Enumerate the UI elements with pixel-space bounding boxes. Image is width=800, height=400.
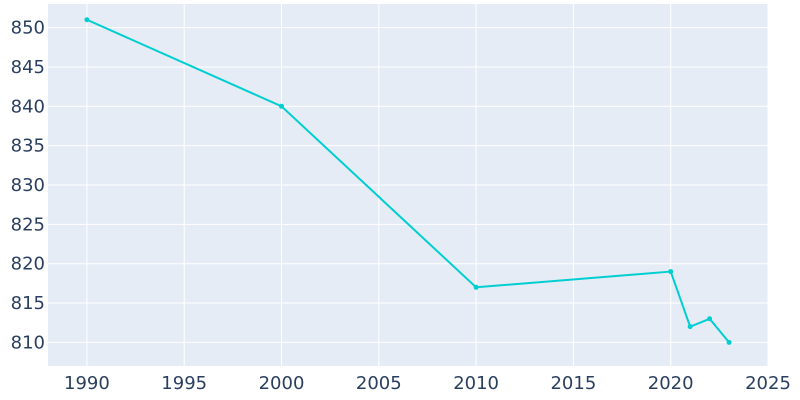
data-point [707, 316, 713, 322]
y-tick-label: 810 [11, 332, 45, 353]
series-layer [84, 17, 732, 345]
y-tick-label: 835 [11, 136, 45, 157]
x-tick-label: 2020 [648, 373, 694, 394]
y-gridlines [48, 27, 768, 343]
x-tick-label: 1990 [64, 373, 110, 394]
y-tick-label: 840 [11, 96, 45, 117]
data-point [687, 324, 693, 330]
y-tick-label: 830 [11, 175, 45, 196]
y-tick-label: 825 [11, 214, 45, 235]
data-point [473, 284, 479, 290]
y-tick-label: 815 [11, 293, 45, 314]
data-point [84, 17, 90, 23]
x-tick-label: 2015 [550, 373, 596, 394]
x-tick-label: 2000 [259, 373, 305, 394]
y-tick-label: 850 [11, 18, 45, 39]
data-point [726, 339, 732, 345]
x-tick-label: 2025 [745, 373, 791, 394]
y-axis-ticks: 810 815 820 825 830 835 840 845 850 [11, 18, 45, 354]
data-point [668, 269, 674, 275]
x-tick-label: 2010 [453, 373, 499, 394]
x-axis-ticks: 1990 1995 2000 2005 2010 2015 2020 2025 [64, 373, 791, 394]
x-tick-label: 2005 [356, 373, 402, 394]
data-point [279, 103, 285, 109]
x-tick-label: 1995 [161, 373, 207, 394]
y-tick-label: 820 [11, 254, 45, 275]
y-tick-label: 845 [11, 57, 45, 78]
